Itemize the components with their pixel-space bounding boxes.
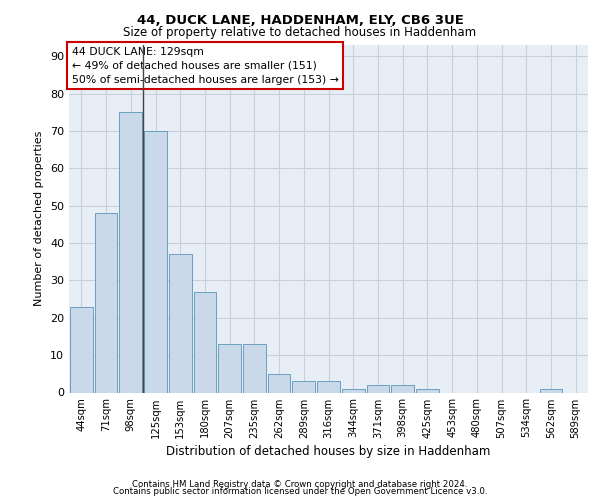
Bar [268,374,290,392]
Bar [218,344,241,393]
Bar [194,292,216,392]
Bar [169,254,191,392]
Bar [144,131,167,392]
Bar [119,112,142,392]
Text: Contains HM Land Registry data © Crown copyright and database right 2024.: Contains HM Land Registry data © Crown c… [132,480,468,489]
Bar [317,382,340,392]
Bar [95,213,118,392]
Bar [367,385,389,392]
Bar [416,389,439,392]
Bar [243,344,266,393]
Bar [70,306,93,392]
Text: Contains public sector information licensed under the Open Government Licence v3: Contains public sector information licen… [113,488,487,496]
X-axis label: Distribution of detached houses by size in Haddenham: Distribution of detached houses by size … [166,444,491,458]
Bar [391,385,414,392]
Y-axis label: Number of detached properties: Number of detached properties [34,131,44,306]
Bar [342,389,365,392]
Bar [292,382,315,392]
Text: 44, DUCK LANE, HADDENHAM, ELY, CB6 3UE: 44, DUCK LANE, HADDENHAM, ELY, CB6 3UE [137,14,463,27]
Text: Size of property relative to detached houses in Haddenham: Size of property relative to detached ho… [124,26,476,39]
Text: 44 DUCK LANE: 129sqm
← 49% of detached houses are smaller (151)
50% of semi-deta: 44 DUCK LANE: 129sqm ← 49% of detached h… [71,46,338,84]
Bar [539,389,562,392]
